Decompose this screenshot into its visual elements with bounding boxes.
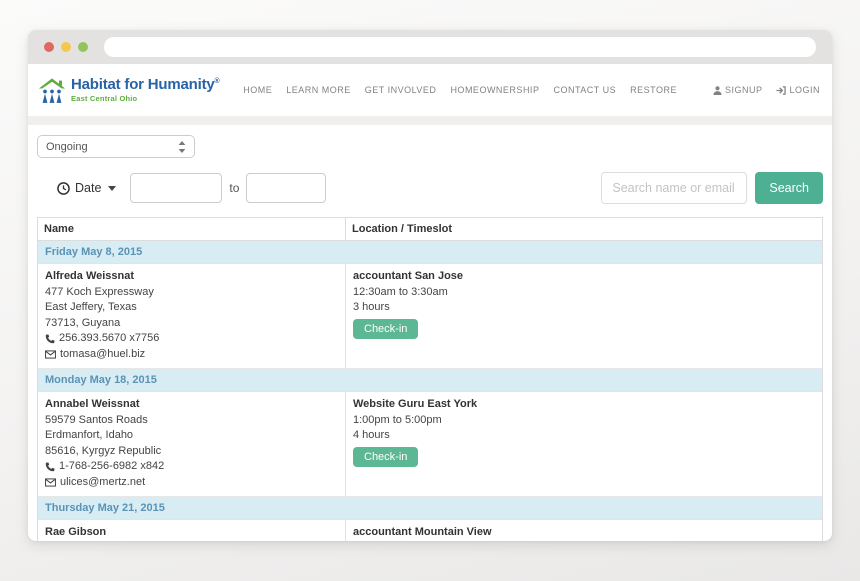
date-group-header: Monday May 18, 2015	[38, 369, 822, 392]
check-in-button[interactable]: Check-in	[353, 318, 419, 339]
phone-line: 256.393.5670 x7756	[45, 331, 338, 347]
date-group-header: Thursday May 21, 2015	[38, 497, 822, 520]
volunteer-name: Annabel Weissnat	[45, 398, 140, 410]
column-header-name: Name	[38, 218, 346, 240]
slot-time: 1:00pm to 5:00pm	[353, 413, 442, 426]
nav-get-involved[interactable]: GET INVOLVED	[364, 85, 437, 95]
nav-contact-us[interactable]: CONTACT US	[553, 85, 617, 95]
site-header: Habitat for Humanity® East Central Ohio …	[28, 64, 832, 116]
main-nav: HOME LEARN MORE GET INVOLVED HOMEOWNERSH…	[243, 85, 820, 95]
signup-link[interactable]: SIGNUP	[713, 85, 763, 95]
search-button[interactable]: Search	[755, 172, 823, 204]
site-title: Habitat for Humanity®	[71, 75, 220, 93]
user-icon	[713, 85, 722, 95]
nav-learn-more[interactable]: LEARN MORE	[286, 85, 351, 95]
signup-label: SIGNUP	[724, 85, 763, 95]
email-address: ulices@mertz.net	[60, 475, 146, 488]
page-background-gap	[28, 116, 832, 125]
phone-icon	[45, 462, 55, 472]
date-from-input[interactable]	[130, 173, 223, 203]
site-subtitle: East Central Ohio	[71, 93, 138, 103]
slot-time: 1:00am to 2:00am	[353, 541, 815, 542]
phone-line: 1-768-256-6982 x842	[45, 459, 338, 475]
habitat-house-icon	[38, 77, 66, 103]
slot-duration: 4 hours	[353, 429, 390, 441]
slot-title: Website Guru East York	[353, 398, 478, 410]
events-panel: Ongoing Date to Search	[28, 125, 832, 541]
address-line: 477 Koch Expressway	[45, 285, 154, 298]
date-range-to-label: to	[229, 181, 240, 195]
slot-title: accountant San Jose	[353, 270, 464, 282]
clock-icon	[57, 181, 70, 195]
volunteer-table: Name Location / Timeslot Friday May 8, 2…	[37, 217, 823, 541]
volunteer-info-cell: Alfreda Weissnat 477 Koch Expressway Eas…	[38, 264, 346, 368]
address-line: East Jeffery, Texas	[45, 301, 137, 313]
date-group-header: Friday May 8, 2015	[38, 241, 822, 264]
search-group: Search	[601, 172, 823, 204]
envelope-icon	[45, 350, 56, 359]
select-stepper-icon	[178, 140, 186, 153]
address-line: 73713, Guyana	[45, 316, 121, 329]
date-filter-label: Date	[75, 181, 102, 195]
table-row: Annabel Weissnat 59579 Santos Roads Erdm…	[38, 392, 822, 497]
timeslot-cell: accountant Mountain View 1:00am to 2:00a…	[346, 520, 822, 541]
volunteer-name: Alfreda Weissnat	[45, 270, 135, 282]
status-select[interactable]: Ongoing	[37, 135, 195, 158]
timeslot-cell: accountant San Jose 12:30am to 3:30am 3 …	[346, 264, 822, 368]
filter-toolbar: Date to Search	[37, 172, 823, 204]
table-header-row: Name Location / Timeslot	[38, 218, 822, 241]
date-to-input[interactable]	[246, 173, 327, 203]
close-window-button[interactable]	[44, 42, 54, 52]
envelope-icon	[45, 478, 56, 487]
browser-window: Habitat for Humanity® East Central Ohio …	[28, 30, 832, 541]
email-line: ulices@mertz.net	[45, 475, 338, 491]
browser-chrome	[28, 30, 832, 64]
login-link[interactable]: LOGIN	[776, 85, 820, 95]
check-in-button[interactable]: Check-in	[353, 446, 419, 467]
table-row: Alfreda Weissnat 477 Koch Expressway Eas…	[38, 264, 822, 369]
site-logo[interactable]: Habitat for Humanity® East Central Ohio	[38, 75, 220, 105]
maximize-window-button[interactable]	[78, 42, 88, 52]
status-select-value: Ongoing	[46, 140, 88, 153]
phone-number: 1-768-256-6982 x842	[59, 460, 165, 472]
address-line: 59579 Santos Roads	[45, 413, 148, 426]
nav-homeownership[interactable]: HOMEOWNERSHIP	[450, 85, 540, 95]
chevron-down-icon	[108, 185, 117, 191]
phone-icon	[45, 334, 55, 344]
nav-restore[interactable]: RESTORE	[630, 85, 677, 95]
nav-home[interactable]: HOME	[243, 85, 273, 95]
volunteer-name: Rae Gibson	[45, 526, 107, 538]
timeslot-cell: Website Guru East York 1:00pm to 5:00pm …	[346, 392, 822, 496]
registered-mark: ®	[214, 77, 220, 85]
volunteer-info-cell: Annabel Weissnat 59579 Santos Roads Erdm…	[38, 392, 346, 496]
slot-title: accountant Mountain View	[353, 526, 492, 538]
address-line: Erdmanfort, Idaho	[45, 429, 134, 441]
slot-duration: 3 hours	[353, 301, 390, 313]
address-bar[interactable]	[104, 37, 816, 57]
minimize-window-button[interactable]	[61, 42, 71, 52]
email-address: tomasa@huel.biz	[60, 347, 146, 360]
login-label: LOGIN	[789, 85, 820, 95]
column-header-location: Location / Timeslot	[352, 223, 453, 235]
address-line: 85616, Kyrgyz Republic	[45, 444, 162, 457]
volunteer-info-cell: Rae Gibson 80133 Katlynn Islands	[38, 520, 346, 541]
phone-number: 256.393.5670 x7756	[59, 332, 160, 344]
login-arrow-icon	[776, 85, 787, 95]
table-row: Rae Gibson 80133 Katlynn Islands account…	[38, 520, 822, 541]
window-controls	[44, 42, 88, 52]
email-line: tomasa@huel.biz	[45, 347, 338, 363]
date-filter-dropdown[interactable]: Date	[57, 181, 117, 195]
slot-time: 12:30am to 3:30am	[353, 285, 448, 298]
address-line: 80133 Katlynn Islands	[45, 541, 338, 542]
search-input[interactable]	[601, 172, 748, 204]
